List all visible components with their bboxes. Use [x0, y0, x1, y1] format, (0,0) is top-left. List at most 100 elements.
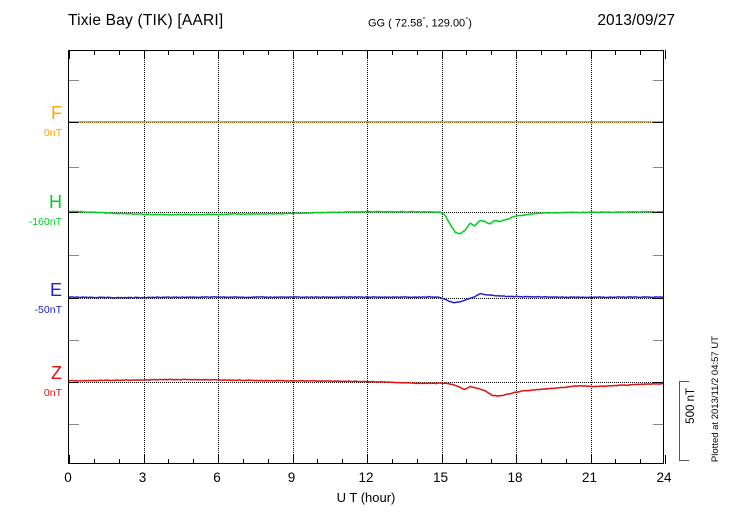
gridline-vertical — [441, 51, 443, 463]
x-tick — [242, 50, 244, 55]
x-tick — [218, 455, 219, 464]
y-tick-minor — [653, 167, 663, 168]
baseline-z — [69, 382, 663, 383]
x-tick — [367, 455, 368, 464]
x-tick — [516, 50, 517, 59]
y-tick-major — [653, 298, 663, 299]
component-baseline-e: -50nT — [34, 304, 62, 316]
x-tick — [367, 50, 368, 59]
x-tick — [69, 50, 70, 59]
geo-coord-prefix: GG ( 72.58 — [368, 17, 423, 30]
x-tick — [441, 455, 443, 464]
x-tick — [242, 459, 244, 464]
y-tick-major — [69, 298, 79, 299]
degree-symbol-2: ° — [465, 15, 469, 24]
x-tick-label: 0 — [64, 470, 72, 485]
x-tick — [491, 459, 493, 464]
y-tick-major — [69, 382, 79, 383]
x-tick — [565, 459, 567, 464]
x-tick — [590, 455, 592, 464]
plot-frame — [68, 50, 666, 464]
x-tick — [218, 50, 219, 59]
component-name-h: H — [49, 192, 62, 212]
x-tick-label: 9 — [287, 470, 296, 485]
x-tick — [640, 50, 642, 55]
x-tick — [466, 459, 468, 464]
component-baseline-f: 0nT — [43, 127, 62, 139]
x-tick-label: 12 — [358, 470, 374, 485]
x-tick — [118, 50, 120, 55]
y-tick-minor — [69, 424, 79, 425]
x-tick — [540, 459, 542, 464]
x-tick — [640, 459, 642, 464]
x-tick — [193, 459, 195, 464]
x-tick — [342, 459, 344, 464]
geo-coord-mid: , 129.00 — [425, 17, 466, 30]
gridline-vertical — [516, 51, 517, 463]
y-tick-minor — [69, 80, 79, 81]
data-traces — [69, 120, 663, 397]
y-tick-minor — [69, 167, 79, 168]
x-tick — [391, 50, 393, 55]
degree-symbol-1: ° — [422, 15, 426, 24]
x-tick — [292, 455, 294, 464]
x-tick-label: 15 — [432, 470, 449, 485]
component-baseline-h: -160nT — [28, 216, 62, 228]
observation-date: 2013/09/27 — [597, 12, 675, 29]
y-tick-major — [653, 212, 663, 213]
x-tick-label: 24 — [656, 470, 672, 485]
baseline-h — [69, 212, 663, 213]
gridline-vertical — [292, 51, 294, 463]
x-tick — [317, 459, 319, 464]
geographic-coordinates: GG ( 72.58°, 129.00°) — [368, 15, 472, 30]
geo-coord-suffix: ) — [468, 17, 472, 30]
x-tick-label: 18 — [507, 470, 523, 485]
y-tick-major — [69, 212, 79, 213]
x-tick — [193, 50, 195, 55]
x-tick — [93, 459, 95, 464]
scale-bar — [679, 381, 689, 461]
x-tick — [416, 50, 418, 55]
x-tick — [615, 459, 617, 464]
plotted-at-timestamp: Plotted at 2013/11/2 04:57 UT — [710, 336, 721, 463]
x-tick — [267, 459, 269, 464]
x-tick — [69, 455, 70, 464]
x-tick — [665, 455, 666, 464]
trace-h — [69, 210, 663, 235]
page-title: Tixie Bay (TIK) [AARI] — [68, 12, 224, 29]
x-tick-label: 3 — [138, 470, 147, 485]
x-tick — [93, 50, 95, 55]
x-tick — [118, 459, 120, 464]
x-tick — [416, 459, 418, 464]
x-tick — [491, 50, 493, 55]
gridline-vertical — [143, 51, 145, 463]
gridline-vertical — [218, 51, 219, 463]
x-tick — [342, 50, 344, 55]
component-name-f: F — [51, 103, 62, 123]
x-tick — [516, 455, 517, 464]
x-tick — [168, 459, 170, 464]
gridline-vertical — [367, 51, 368, 463]
x-tick — [540, 50, 542, 55]
x-tick — [665, 50, 666, 59]
x-tick — [168, 50, 170, 55]
x-tick — [292, 50, 294, 59]
baseline-f — [69, 122, 663, 123]
y-tick-minor — [653, 255, 663, 256]
y-tick-major — [69, 122, 79, 123]
x-axis-title: U T (hour) — [336, 490, 396, 505]
x-tick-label: 6 — [213, 470, 221, 485]
x-tick — [615, 50, 617, 55]
plot-area — [69, 51, 663, 463]
y-tick-minor — [653, 80, 663, 81]
component-baseline-z: 0nT — [43, 387, 62, 399]
trace-e — [69, 292, 663, 304]
x-tick — [143, 50, 145, 59]
x-tick — [317, 50, 319, 55]
gridline-vertical — [590, 51, 592, 463]
x-tick — [590, 50, 592, 59]
x-tick — [441, 50, 443, 59]
x-tick — [466, 50, 468, 55]
y-tick-major — [653, 122, 663, 123]
